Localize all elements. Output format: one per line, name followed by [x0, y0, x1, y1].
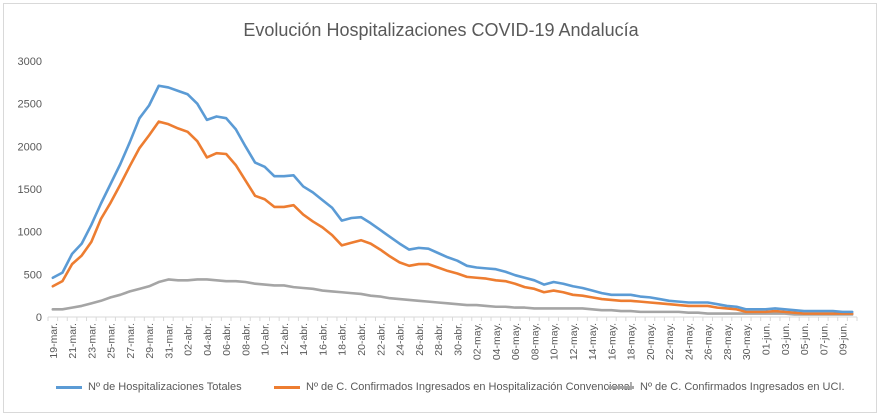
x-tick-label: 14-abr.	[298, 323, 310, 356]
x-tick-label: 03-jun.	[780, 323, 792, 355]
x-tick-label: 26-abr.	[414, 323, 426, 356]
x-tick-label: 16-abr.	[317, 323, 329, 356]
x-tick-label: 08-abr.	[240, 323, 252, 356]
legend-item-uci: Nº de C. Confirmados Ingresados en UCI.	[608, 381, 845, 393]
x-tick-label: 23-mar.	[86, 323, 98, 359]
chart-title: Evolución Hospitalizaciones COVID-19 And…	[243, 20, 639, 40]
x-tick-label: 14-may.	[587, 323, 599, 360]
x-tick-label: 10-may.	[549, 323, 561, 360]
series-line-1	[51, 120, 854, 315]
legend-swatch-uci	[608, 385, 634, 389]
y-tick-label: 2000	[18, 141, 42, 153]
series-line-2	[51, 278, 854, 316]
x-tick-label: 21-mar.	[67, 323, 79, 359]
legend-label-convencional: Nº de C. Confirmados Ingresados en Hospi…	[306, 381, 633, 393]
x-tick-label: 16-may.	[606, 323, 618, 360]
x-tick-label: 06-abr.	[221, 323, 233, 356]
legend-swatch-convencional	[274, 385, 300, 389]
x-tick-label: 02-may.	[472, 323, 484, 360]
x-tick-label: 12-abr.	[279, 323, 291, 356]
legend-label-uci: Nº de C. Confirmados Ingresados en UCI.	[640, 381, 845, 393]
chart-frame	[3, 3, 877, 413]
x-tick-label: 20-may.	[645, 323, 657, 360]
x-tick-label: 04-may.	[491, 323, 503, 360]
x-tick-label: 25-mar.	[106, 323, 118, 359]
x-tick-label: 02-abr.	[183, 323, 195, 356]
x-tick-label: 28-abr.	[433, 323, 445, 356]
legend-label-totales: Nº de Hospitalizaciones Totales	[88, 381, 242, 393]
x-tick-label: 08-may.	[529, 323, 541, 360]
y-tick-label: 500	[24, 269, 42, 281]
x-tick-label: 22-abr.	[375, 323, 387, 356]
x-tick-label: 29-mar.	[144, 323, 156, 359]
x-tick-label: 27-mar.	[125, 323, 137, 359]
x-tick-label: 24-may.	[683, 323, 695, 360]
y-tick-label: 1500	[18, 184, 42, 196]
x-tick-label: 28-may.	[722, 323, 734, 360]
x-tick-label: 18-abr.	[337, 323, 349, 356]
x-tick-label: 10-abr.	[260, 323, 272, 356]
x-tick-label: 20-abr.	[356, 323, 368, 356]
legend-item-totales: Nº de Hospitalizaciones Totales	[56, 381, 242, 393]
x-tick-label: 31-mar.	[163, 323, 175, 359]
y-tick-label: 1000	[18, 227, 42, 239]
x-tick-label: 24-abr.	[395, 323, 407, 356]
x-tick-label: 26-may.	[703, 323, 715, 360]
x-tick-label: 19-mar.	[48, 323, 60, 359]
chart-legend: Nº de Hospitalizaciones Totales Nº de C.…	[0, 381, 882, 399]
series-line-0	[51, 84, 854, 314]
x-tick-label: 18-may.	[626, 323, 638, 360]
x-tick-label: 30-abr.	[452, 323, 464, 356]
y-tick-label: 0	[36, 312, 42, 324]
x-tick-label: 07-jun.	[818, 323, 830, 355]
x-tick-label: 22-may.	[664, 323, 676, 360]
legend-item-convencional: Nº de C. Confirmados Ingresados en Hospi…	[274, 381, 632, 393]
x-tick-label: 12-may.	[568, 323, 580, 360]
y-tick-label: 3000	[18, 56, 42, 68]
x-tick-label: 05-jun.	[799, 323, 811, 355]
legend-swatch-totales	[56, 385, 82, 389]
x-tick-label: 30-may.	[741, 323, 753, 360]
x-tick-label: 04-abr.	[202, 323, 214, 356]
y-tick-label: 2500	[18, 99, 42, 111]
x-tick-label: 09-jun.	[838, 323, 850, 355]
x-tick-label: 06-may.	[510, 323, 522, 360]
x-tick-label: 01-jun.	[761, 323, 773, 355]
